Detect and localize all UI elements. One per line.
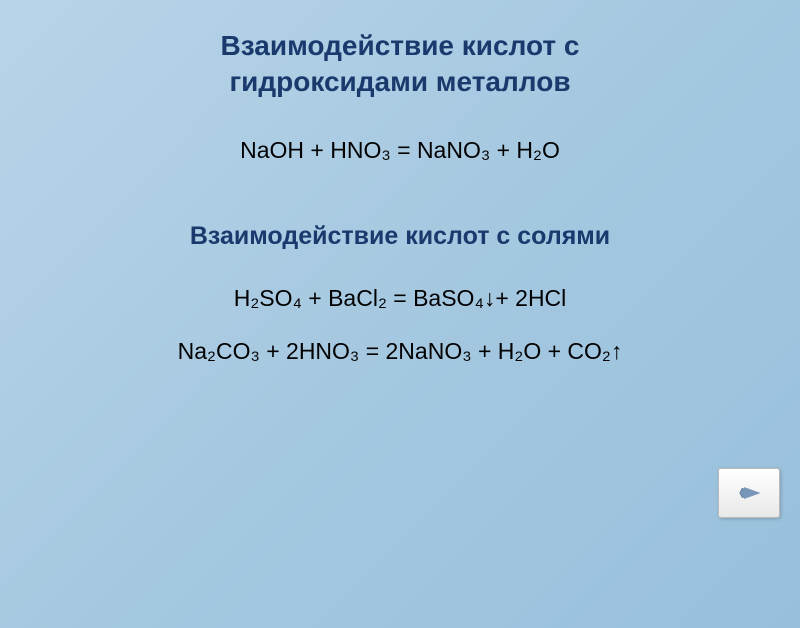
arrow-right-icon [735, 479, 763, 507]
next-button[interactable] [718, 468, 780, 518]
equation-na2co3-hno3: Na₂CO₃ + 2HNO₃ = 2NaNO₃ + H₂O + CO₂↑ [0, 338, 800, 365]
heading-acids-hydroxides: Взаимодействие кислот с гидроксидами мет… [0, 28, 800, 101]
heading-1-line-2: гидроксидами металлов [229, 66, 570, 97]
equation-naoh-hno3: NaOH + HNO₃ = NaNO₃ + H₂O [0, 137, 800, 164]
equation-h2so4-bacl2: H₂SO₄ + BaCl₂ = BaSO₄↓+ 2HCl [0, 285, 800, 312]
heading-1-line-1: Взаимодействие кислот с [221, 30, 580, 61]
heading-acids-salts: Взаимодействие кислот с солями [0, 222, 800, 251]
